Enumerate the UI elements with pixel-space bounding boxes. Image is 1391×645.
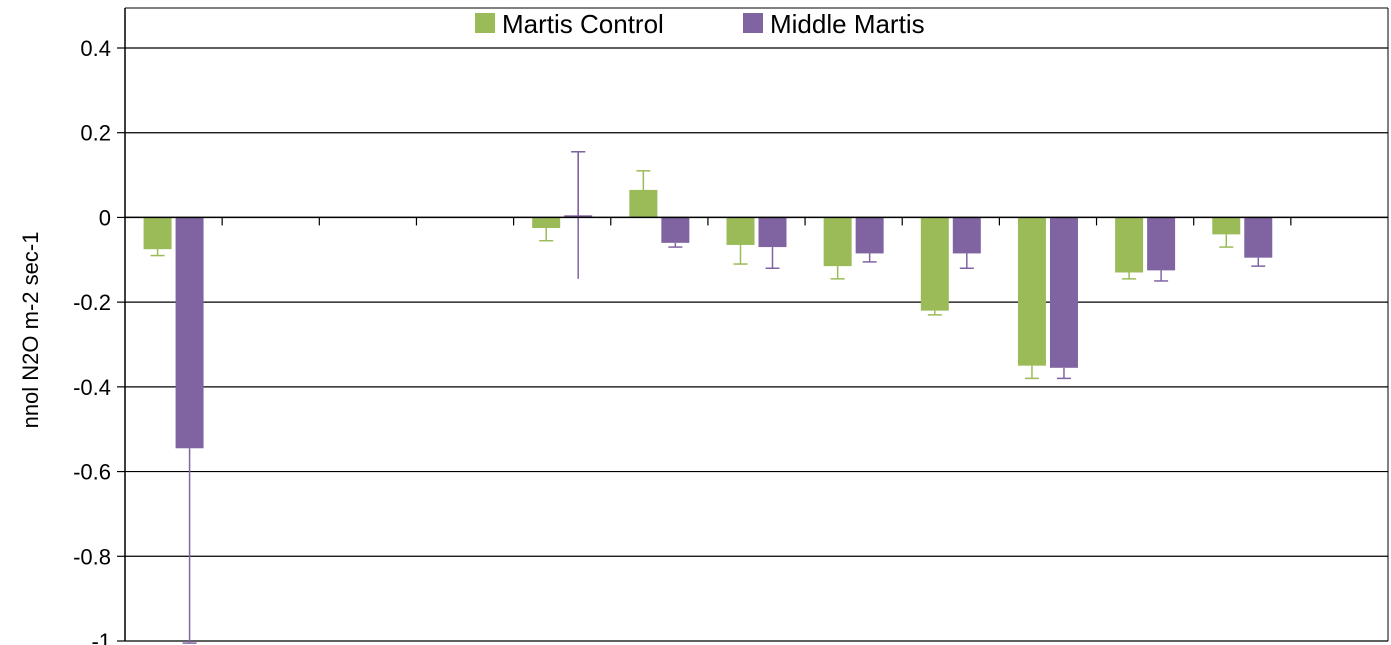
legend-label-martis-control: Martis Control	[502, 9, 664, 39]
y-tick-label: -0.8	[73, 544, 111, 569]
bar-martis-control	[726, 217, 755, 245]
gridlines	[117, 47, 1388, 642]
y-tick-label: 0	[99, 205, 111, 230]
y-tick-label: -0.2	[73, 290, 111, 315]
legend-label-middle-martis: Middle Martis	[770, 9, 925, 39]
y-axis-title: nnol N2O m-2 sec-1	[18, 232, 43, 429]
bar-middle-martis	[952, 217, 981, 254]
bar-middle-martis	[175, 217, 204, 449]
x-tick-marks	[221, 217, 1292, 226]
bar-martis-control	[532, 217, 561, 229]
axes	[124, 7, 1389, 641]
y-tick-label: -1	[91, 629, 111, 645]
bar-middle-martis	[1147, 217, 1176, 271]
bars	[143, 151, 1273, 644]
bar-martis-control	[920, 217, 949, 311]
legend-swatch-martis-control	[475, 13, 495, 33]
y-tick-labels: 0.4 0.2 0 -0.2 -0.4 -0.6 -0.8 -1	[73, 36, 111, 645]
bar-middle-martis	[758, 217, 787, 248]
bar-middle-martis	[1049, 217, 1078, 368]
y-tick-label: -0.6	[73, 460, 111, 485]
bar-martis-control	[1115, 217, 1144, 273]
bar-martis-control	[1212, 217, 1241, 235]
bar-martis-control	[823, 217, 852, 267]
bar-martis-control	[1017, 217, 1046, 366]
y-tick-label: -0.4	[73, 375, 111, 400]
legend: Martis Control Middle Martis	[475, 9, 925, 39]
legend-swatch-middle-martis	[743, 13, 763, 33]
y-tick-label: 0.4	[80, 36, 111, 61]
y-tick-label: 0.2	[80, 121, 111, 146]
bar-middle-martis	[1244, 217, 1273, 258]
bar-middle-martis	[661, 217, 690, 243]
bar-middle-martis	[855, 217, 884, 254]
bar-martis-control	[143, 217, 172, 250]
bar-martis-control	[629, 189, 658, 218]
